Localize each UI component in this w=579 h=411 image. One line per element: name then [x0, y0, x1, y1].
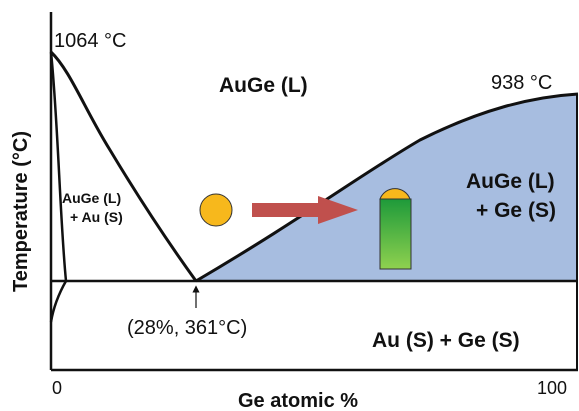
x-tick-100: 100: [537, 378, 567, 398]
au-melting-label: 1064 °C: [54, 30, 127, 52]
au-solvus: [49, 280, 68, 323]
left-region-label-line1: AuGe (L): [62, 190, 121, 206]
solid-region-label: Au (S) + Ge (S): [372, 329, 520, 352]
liquidus-au-side: [49, 50, 198, 282]
nanowire-icon: [379, 198, 412, 270]
growth-arrow-icon: [252, 196, 358, 224]
eutectic-label: (28%, 361°C): [127, 317, 247, 339]
au-solidus: [49, 51, 68, 282]
ge-solid-liquid-region: [196, 94, 578, 281]
ge-melting-label: 938 °C: [491, 72, 552, 94]
x-axis-label: Ge atomic %: [238, 390, 358, 411]
right-region-label-line2: + Ge (S): [476, 199, 556, 222]
liquidus-ge-side: [195, 92, 579, 283]
right-region-label-line1: AuGe (L): [466, 170, 555, 193]
liquid-region-label: AuGe (L): [219, 74, 308, 97]
droplet-icon: [199, 193, 233, 227]
left-region-label-line2: + Au (S): [70, 209, 123, 225]
y-axis-label: Temperature (°C): [10, 131, 32, 292]
x-tick-0: 0: [52, 378, 62, 398]
nanowire-droplet-icon: [379, 188, 411, 200]
